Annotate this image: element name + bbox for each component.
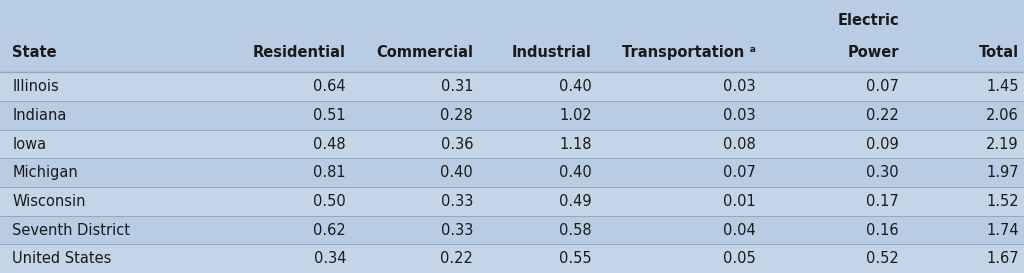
Text: 1.02: 1.02 bbox=[559, 108, 592, 123]
Text: 1.67: 1.67 bbox=[986, 251, 1019, 266]
Text: 0.33: 0.33 bbox=[440, 222, 473, 238]
Text: 0.09: 0.09 bbox=[866, 136, 899, 152]
Text: 0.16: 0.16 bbox=[866, 222, 899, 238]
Text: 0.36: 0.36 bbox=[440, 136, 473, 152]
Text: 0.40: 0.40 bbox=[559, 79, 592, 94]
Text: Commercial: Commercial bbox=[376, 44, 473, 60]
Bar bbox=[0, 187, 1024, 216]
Text: Seventh District: Seventh District bbox=[12, 222, 130, 238]
Text: Total: Total bbox=[979, 44, 1019, 60]
Text: 0.30: 0.30 bbox=[866, 165, 899, 180]
Text: 0.81: 0.81 bbox=[313, 165, 346, 180]
Text: State: State bbox=[12, 44, 57, 60]
Text: 0.07: 0.07 bbox=[723, 165, 756, 180]
Text: 0.03: 0.03 bbox=[723, 108, 756, 123]
Text: 0.51: 0.51 bbox=[313, 108, 346, 123]
Bar bbox=[0, 101, 1024, 130]
Text: Industrial: Industrial bbox=[512, 44, 592, 60]
Text: 0.58: 0.58 bbox=[559, 222, 592, 238]
Text: 0.01: 0.01 bbox=[723, 194, 756, 209]
Text: Transportation ᵃ: Transportation ᵃ bbox=[622, 44, 756, 60]
Bar bbox=[0, 158, 1024, 187]
Bar bbox=[0, 72, 1024, 101]
Text: 0.05: 0.05 bbox=[723, 251, 756, 266]
Text: 0.40: 0.40 bbox=[559, 165, 592, 180]
Text: 1.97: 1.97 bbox=[986, 165, 1019, 180]
Text: Power: Power bbox=[848, 44, 899, 60]
Text: 1.52: 1.52 bbox=[986, 194, 1019, 209]
Text: 0.17: 0.17 bbox=[866, 194, 899, 209]
Text: Iowa: Iowa bbox=[12, 136, 46, 152]
Text: United States: United States bbox=[12, 251, 112, 266]
Text: Wisconsin: Wisconsin bbox=[12, 194, 86, 209]
Text: 1.18: 1.18 bbox=[559, 136, 592, 152]
Text: 0.40: 0.40 bbox=[440, 165, 473, 180]
Bar bbox=[0, 0, 1024, 72]
Text: 0.07: 0.07 bbox=[866, 79, 899, 94]
Text: Illinois: Illinois bbox=[12, 79, 59, 94]
Bar bbox=[0, 130, 1024, 158]
Text: 0.50: 0.50 bbox=[313, 194, 346, 209]
Text: Indiana: Indiana bbox=[12, 108, 67, 123]
Text: 0.62: 0.62 bbox=[313, 222, 346, 238]
Text: Michigan: Michigan bbox=[12, 165, 78, 180]
Text: Electric: Electric bbox=[838, 13, 899, 28]
Text: 0.08: 0.08 bbox=[723, 136, 756, 152]
Text: 0.03: 0.03 bbox=[723, 79, 756, 94]
Text: 0.22: 0.22 bbox=[440, 251, 473, 266]
Text: 0.48: 0.48 bbox=[313, 136, 346, 152]
Text: 1.74: 1.74 bbox=[986, 222, 1019, 238]
Text: 0.04: 0.04 bbox=[723, 222, 756, 238]
Text: 0.28: 0.28 bbox=[440, 108, 473, 123]
Text: 0.55: 0.55 bbox=[559, 251, 592, 266]
Text: 1.45: 1.45 bbox=[986, 79, 1019, 94]
Text: 0.22: 0.22 bbox=[866, 108, 899, 123]
Text: 0.52: 0.52 bbox=[866, 251, 899, 266]
Text: 0.31: 0.31 bbox=[440, 79, 473, 94]
Text: 2.06: 2.06 bbox=[986, 108, 1019, 123]
Text: 0.49: 0.49 bbox=[559, 194, 592, 209]
Text: Residential: Residential bbox=[253, 44, 346, 60]
Text: 0.64: 0.64 bbox=[313, 79, 346, 94]
Text: 0.33: 0.33 bbox=[440, 194, 473, 209]
Bar bbox=[0, 216, 1024, 244]
Text: 0.34: 0.34 bbox=[313, 251, 346, 266]
Text: 2.19: 2.19 bbox=[986, 136, 1019, 152]
Bar bbox=[0, 244, 1024, 273]
